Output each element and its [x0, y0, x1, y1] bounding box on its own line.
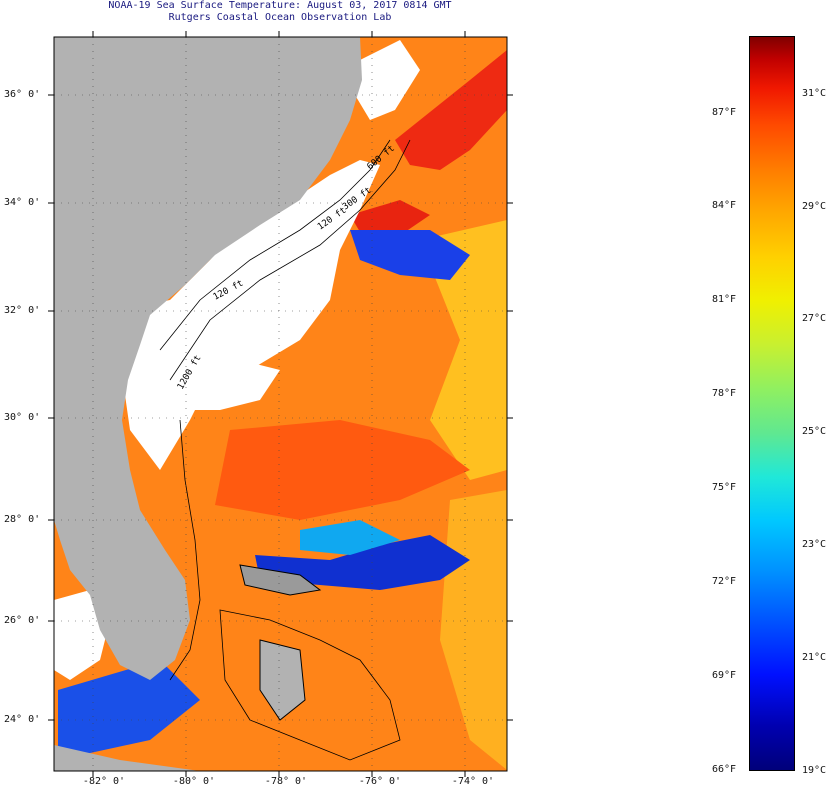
colorbar-c-21: 21°C — [802, 652, 827, 663]
colorbar-f-72: 72°F — [712, 576, 737, 587]
colorbar-c-27: 27°C — [802, 313, 827, 324]
colorbar-f-87: 87°F — [712, 107, 737, 118]
lon-label-78: -78° 0' — [264, 776, 308, 787]
lat-label-28: 28° 0' — [4, 514, 41, 525]
contour-bahamas — [219, 609, 401, 761]
hot-zone-carolina — [395, 50, 507, 170]
lat-label-24: 24° 0' — [4, 714, 41, 725]
colorbar-f-66: 66°F — [712, 764, 737, 775]
cold-patch-gulfstream — [300, 520, 400, 555]
lat-label-30: 30° 0' — [4, 412, 41, 423]
cuba-edge — [54, 745, 200, 771]
colorbar-f-84: 84°F — [712, 200, 737, 211]
hot-zone-central — [215, 420, 470, 520]
contour-120ft — [159, 139, 391, 351]
cold-patch-north — [350, 230, 470, 280]
contour-600ft — [169, 139, 411, 381]
lat-label-32: 32° 0' — [4, 305, 41, 316]
ocean-yellow-patch — [420, 220, 507, 480]
lat-label-34: 34° 0' — [4, 197, 41, 208]
map-subtitle: Rutgers Coastal Ocean Observation Lab — [168, 12, 392, 23]
lat-label-36: 36° 0' — [4, 89, 41, 100]
map-title: NOAA-19 Sea Surface Temperature: August … — [108, 0, 452, 11]
colorbar-f-75: 75°F — [712, 482, 737, 493]
lon-label-80: -80° 0' — [172, 776, 216, 787]
cold-patch-florida — [58, 660, 200, 760]
cold-patch-bahamas — [255, 535, 470, 590]
colorbar-f-78: 78°F — [712, 388, 737, 399]
colorbar-c-31: 31°C — [802, 88, 827, 99]
colorbar-c-23: 23°C — [802, 539, 827, 550]
colorbar-c-29: 29°C — [802, 201, 827, 212]
lat-label-26: 26° 0' — [4, 615, 41, 626]
temperature-colorbar — [749, 36, 795, 771]
axis-ticks — [48, 31, 513, 777]
land-southeast-us — [54, 37, 362, 680]
cloud-north — [355, 40, 420, 120]
hot-zone-capefear — [350, 200, 430, 232]
colorbar-c-25: 25°C — [802, 426, 827, 437]
bahamas-andros — [259, 639, 306, 721]
map-frame — [53, 36, 508, 772]
cloud-offshore — [180, 360, 280, 410]
colorbar-f-81: 81°F — [712, 294, 737, 305]
colorbar-c-19: 19°C — [802, 765, 827, 776]
lon-label-74: -74° 0' — [451, 776, 495, 787]
colorbar-f-69: 69°F — [712, 670, 737, 681]
contour-florida-shelf — [169, 419, 201, 681]
bahamas-grand — [239, 564, 322, 596]
lon-label-82: -82° 0' — [82, 776, 126, 787]
lon-label-76: -76° 0' — [358, 776, 402, 787]
